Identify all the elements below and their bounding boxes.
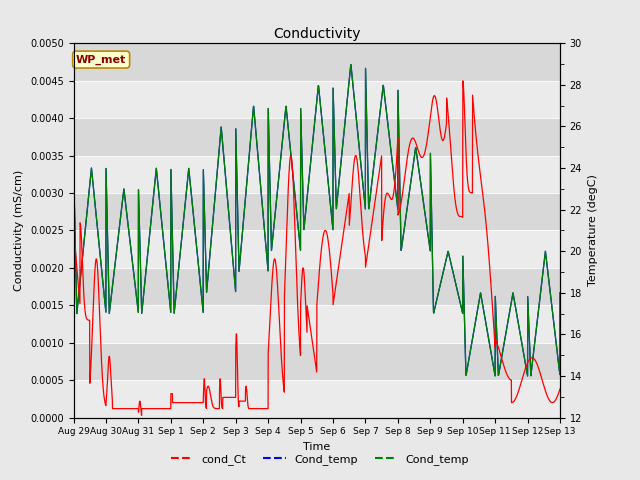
Title: Conductivity: Conductivity <box>273 27 360 41</box>
Bar <box>74 380 560 418</box>
Bar <box>74 343 560 380</box>
Bar <box>74 268 560 305</box>
Bar <box>74 156 560 193</box>
Bar <box>74 305 560 343</box>
Bar <box>74 118 560 156</box>
Bar <box>74 193 560 230</box>
X-axis label: Time: Time <box>303 442 330 452</box>
Y-axis label: Temperature (degC): Temperature (degC) <box>588 174 598 287</box>
Text: WP_met: WP_met <box>76 54 126 65</box>
Legend: cond_Ct, Cond_temp, Cond_temp: cond_Ct, Cond_temp, Cond_temp <box>166 450 474 469</box>
Y-axis label: Conductivity (mS/cm): Conductivity (mS/cm) <box>15 170 24 291</box>
Bar <box>74 43 560 81</box>
Bar <box>74 230 560 268</box>
Bar <box>74 81 560 118</box>
